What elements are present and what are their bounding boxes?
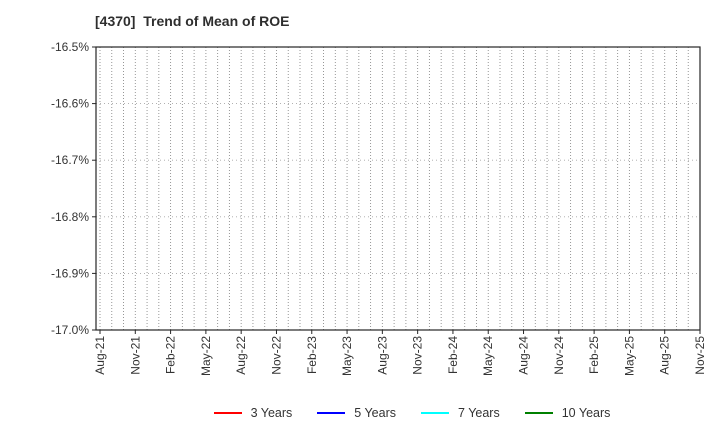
legend-item-7-years: 7 Years	[421, 406, 500, 420]
x-tick-label: Feb-24	[446, 336, 460, 374]
x-tick-label: May-23	[340, 336, 354, 376]
legend-item-5-years: 5 Years	[317, 406, 396, 420]
x-tick-label: May-22	[199, 336, 213, 376]
legend: 3 Years 5 Years 7 Years 10 Years	[110, 402, 714, 424]
legend-item-10-years: 10 Years	[524, 406, 611, 420]
x-tick-label: Aug-23	[375, 336, 389, 375]
y-tick-label: -16.9%	[51, 266, 89, 280]
x-tick-label: Nov-25	[693, 336, 707, 375]
x-tick-label: Nov-24	[552, 336, 566, 375]
x-tick-label: Aug-21	[93, 336, 107, 375]
legend-line-icon-10-years	[524, 411, 553, 415]
legend-label-10-years: 10 Years	[561, 406, 611, 420]
y-tick-label: -16.7%	[51, 153, 89, 167]
plot-frame	[95, 46, 701, 331]
legend-line-icon-7-years	[421, 411, 450, 415]
legend-label-5-years: 5 Years	[354, 406, 397, 420]
y-tick-label: -17.0%	[51, 323, 89, 337]
x-tick-label: Nov-22	[269, 336, 283, 375]
plot-area: -16.5% -16.6% -16.7% -16.8% -16.9% -17.0% Aug-…	[51, 40, 707, 376]
x-tick-label: May-25	[622, 336, 636, 376]
x-tick-label: Nov-21	[128, 336, 142, 375]
x-tick-label: Feb-22	[164, 336, 178, 374]
y-tick-label: -16.5%	[51, 40, 89, 54]
legend-item-3-years: 3 Years	[213, 406, 293, 420]
chart-title: [4370] Trend of Mean of ROE	[95, 13, 290, 29]
x-tick-label: Nov-23	[411, 336, 425, 375]
y-tick-label: -16.6%	[51, 97, 89, 111]
legend-label-7-years: 7 Years	[458, 406, 500, 420]
y-tick-label: -16.8%	[51, 210, 89, 224]
legend-line-icon-5-years	[317, 411, 346, 415]
x-tick-label: Aug-25	[658, 336, 672, 375]
x-tick-label: Feb-25	[587, 336, 601, 374]
legend-label-3-years: 3 Years	[250, 406, 293, 420]
x-tick-label: Feb-23	[305, 336, 319, 374]
x-tick-label: May-24	[481, 336, 495, 376]
x-tick-label: Aug-22	[234, 336, 248, 375]
legend-line-icon-3-years	[213, 411, 242, 415]
x-tick-label: Aug-24	[517, 336, 531, 375]
